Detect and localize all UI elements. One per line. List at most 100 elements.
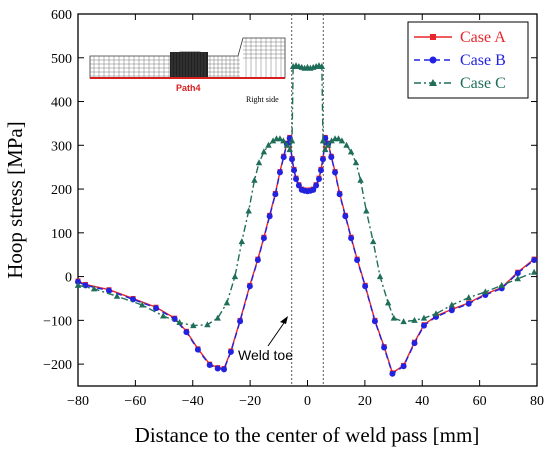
data-point-series-3 xyxy=(352,159,360,166)
data-point-series-3 xyxy=(139,301,146,308)
series-line-1 xyxy=(77,134,535,374)
y-axis-title: Hoop stress [MPa] xyxy=(3,121,27,279)
data-point-series-3 xyxy=(376,273,384,280)
data-point-series-3 xyxy=(498,281,505,288)
data-point-series-2 xyxy=(206,361,213,368)
data-point-series-2 xyxy=(289,156,296,163)
data-point-series-2 xyxy=(319,156,326,163)
data-point-series-3 xyxy=(283,141,291,148)
mesh-grid xyxy=(89,37,286,79)
data-point-series-3 xyxy=(223,299,231,306)
data-point-series-2 xyxy=(227,348,234,355)
data-point-series-2 xyxy=(317,167,324,174)
x-tick-label: −80 xyxy=(67,394,89,409)
axis-ticks xyxy=(77,13,538,386)
data-point-series-2 xyxy=(313,182,320,189)
x-tick-label: 60 xyxy=(473,394,487,409)
data-point-series-2 xyxy=(293,175,300,182)
data-point-series-3 xyxy=(286,146,293,153)
data-point-series-2 xyxy=(465,300,472,307)
data-point-series-2 xyxy=(448,307,455,314)
y-tick-label: 0 xyxy=(65,271,72,286)
data-point-series-3 xyxy=(160,312,167,319)
data-point-series-2 xyxy=(254,256,261,263)
data-point-series-3 xyxy=(357,176,364,183)
data-point-series-3 xyxy=(288,137,296,144)
y-tick-label: 500 xyxy=(51,52,72,67)
data-point-series-3 xyxy=(190,322,197,329)
data-point-series-2 xyxy=(82,282,89,289)
data-point-series-3 xyxy=(280,137,287,144)
inset-mesh-diagram: Path4 Right side xyxy=(89,37,286,104)
data-point-series-2 xyxy=(400,363,407,370)
data-point-series-3 xyxy=(251,176,258,183)
x-axis-title: Distance to the center of weld pass [mm] xyxy=(135,423,480,447)
data-point-series-2 xyxy=(315,175,322,182)
data-point-series-2 xyxy=(514,270,521,277)
x-tick-label: 40 xyxy=(415,394,429,409)
data-point-series-3 xyxy=(322,146,329,153)
weld-toe-label: Weld toe xyxy=(238,347,293,363)
data-point-series-3 xyxy=(420,314,428,321)
series-line-3 xyxy=(77,64,535,327)
y-tick-label: 600 xyxy=(51,8,72,23)
data-point-series-2 xyxy=(153,305,160,312)
data-point-series-3 xyxy=(74,281,82,288)
data-point-series-2 xyxy=(266,213,273,220)
data-point-series-2 xyxy=(362,283,369,290)
data-point-series-2 xyxy=(342,213,349,220)
data-point-series-3 xyxy=(269,137,277,144)
reference-lines xyxy=(291,14,324,386)
data-point-series-3 xyxy=(238,238,246,245)
data-point-series-3 xyxy=(514,275,521,282)
y-tick-labels: −200 −100 0 100 200 300 400 500 600 xyxy=(43,8,72,373)
data-point-series-3 xyxy=(384,299,392,306)
data-point-series-3 xyxy=(400,318,407,325)
y-tick-label: −200 xyxy=(43,358,72,373)
data-point-series-2 xyxy=(214,365,221,372)
data-point-series-2 xyxy=(420,322,427,329)
data-point-series-3 xyxy=(245,207,252,214)
data-point-series-2 xyxy=(276,169,283,176)
data-point-series-3 xyxy=(255,159,263,166)
x-tick-label: 80 xyxy=(530,394,544,409)
x-tick-labels: −80 −60 −40 −20 0 20 40 60 80 xyxy=(67,394,544,409)
data-point-series-3 xyxy=(411,316,418,323)
data-point-series-2 xyxy=(183,329,190,336)
data-point-series-2 xyxy=(272,191,279,198)
data-point-series-3 xyxy=(335,135,342,142)
data-point-series-2 xyxy=(371,318,378,325)
legend-label-2: Case B xyxy=(460,52,506,69)
data-point-series-2 xyxy=(411,340,418,347)
weld-dense-mesh xyxy=(170,52,208,78)
legend-marker-2 xyxy=(429,56,437,64)
data-point-series-2 xyxy=(105,287,112,294)
data-point-series-3 xyxy=(265,141,272,148)
data-point-series-2 xyxy=(336,191,343,198)
data-point-series-3 xyxy=(363,207,370,214)
x-tick-label: −60 xyxy=(124,394,146,409)
legend-label-3: Case C xyxy=(460,75,506,92)
series-layer xyxy=(74,62,538,377)
data-point-series-3 xyxy=(482,288,489,295)
y-tick-label: 100 xyxy=(51,227,72,242)
y-tick-label: −100 xyxy=(43,314,72,329)
data-point-series-2 xyxy=(260,235,267,242)
weld-toe-arrow-shaft xyxy=(267,319,287,347)
data-point-series-2 xyxy=(221,366,228,373)
legend-marker-3 xyxy=(429,79,437,86)
data-point-series-2 xyxy=(291,167,298,174)
y-tick-label: 200 xyxy=(51,183,72,198)
data-point-series-3 xyxy=(328,137,335,144)
data-point-series-2 xyxy=(328,154,335,161)
data-point-series-3 xyxy=(343,141,350,148)
data-point-series-3 xyxy=(276,135,284,142)
data-point-series-3 xyxy=(176,319,183,326)
x-tick-label: 0 xyxy=(304,394,311,409)
data-point-series-2 xyxy=(354,256,361,263)
data-point-series-2 xyxy=(280,154,287,161)
data-point-series-2 xyxy=(246,283,253,290)
data-point-series-2 xyxy=(332,169,339,176)
x-tick-label: 20 xyxy=(358,394,372,409)
inset-side-label: Right side xyxy=(246,95,279,104)
